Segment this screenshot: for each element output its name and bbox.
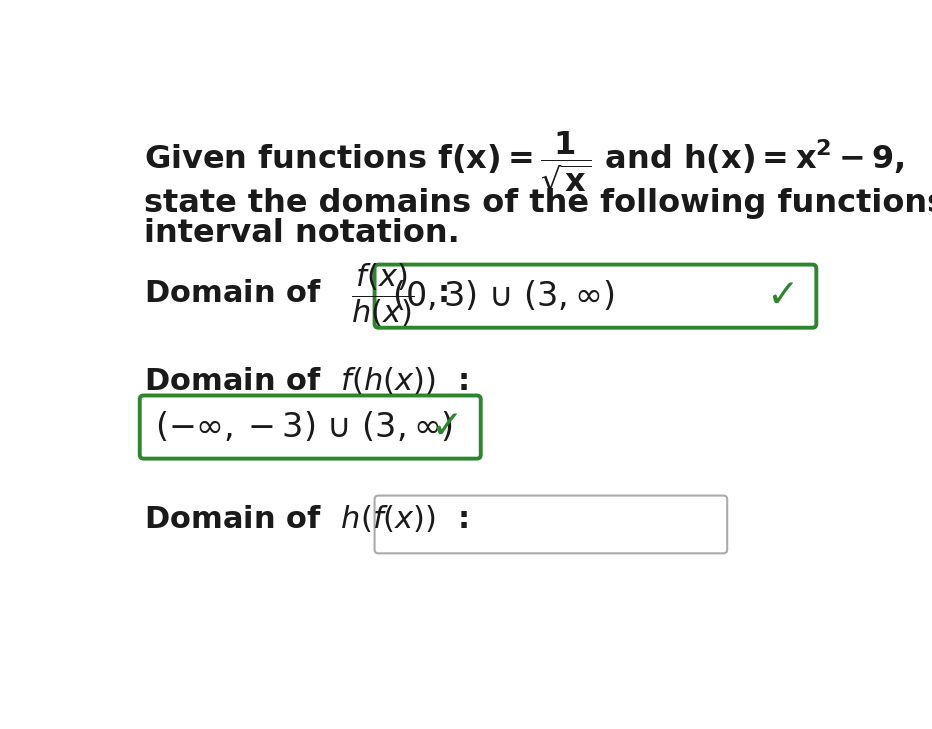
Text: ✓: ✓ [766,277,799,315]
Text: Given functions $\mathbf{f(x) = \dfrac{1}{\sqrt{x}}}$ and $\mathbf{h(x) = x^2 - : Given functions $\mathbf{f(x) = \dfrac{1… [144,130,904,195]
Text: state the domains of the following functions using: state the domains of the following funct… [144,187,932,219]
Text: $(0,3)$ $\cup$ $(3,\infty)$: $(0,3)$ $\cup$ $(3,\infty)$ [392,279,615,313]
FancyBboxPatch shape [375,496,727,553]
Text: $(-\infty,-3)$ $\cup$ $(3,\infty)$: $(-\infty,-3)$ $\cup$ $(3,\infty)$ [156,410,453,444]
Text: Domain of  $h(f(x))$  :: Domain of $h(f(x))$ : [144,503,468,534]
FancyBboxPatch shape [140,395,481,459]
Text: interval notation.: interval notation. [144,219,459,249]
FancyBboxPatch shape [375,265,816,328]
Text: Domain of   $\dfrac{f(x)}{h(x)}$  :: Domain of $\dfrac{f(x)}{h(x)}$ : [144,262,448,330]
Text: Domain of  $f(h(x))$  :: Domain of $f(h(x))$ : [144,364,468,396]
Text: ✓: ✓ [431,408,463,446]
